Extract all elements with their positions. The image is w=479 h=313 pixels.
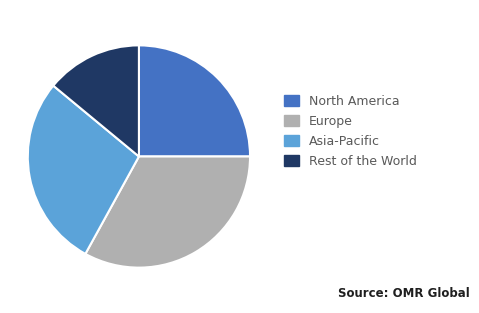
Wedge shape [28, 86, 139, 254]
Wedge shape [85, 156, 250, 268]
Legend: North America, Europe, Asia-Pacific, Rest of the World: North America, Europe, Asia-Pacific, Res… [284, 95, 417, 168]
Wedge shape [139, 45, 250, 156]
Wedge shape [53, 45, 139, 156]
Text: Source: OMR Global: Source: OMR Global [338, 287, 469, 300]
